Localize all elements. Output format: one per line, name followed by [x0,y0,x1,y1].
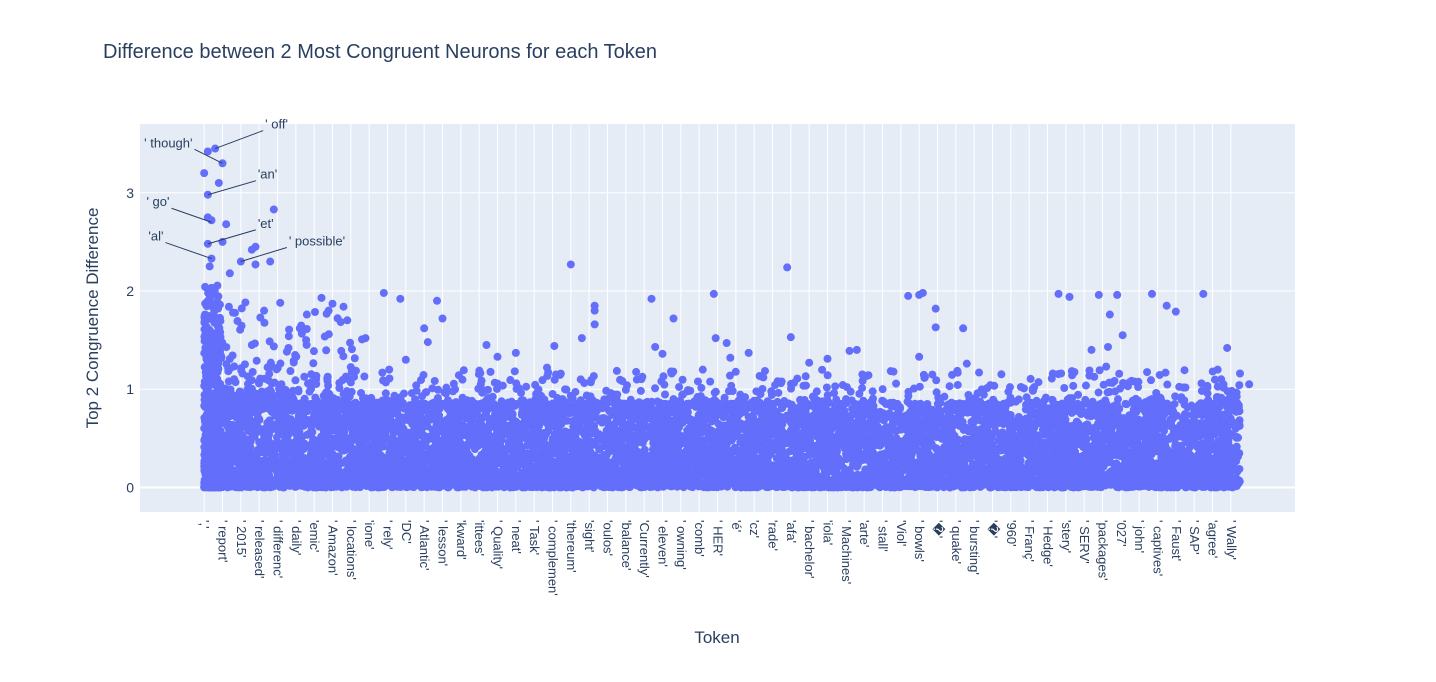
data-point [933,445,942,454]
data-points [200,144,1254,492]
chart-title: Difference between 2 Most Congruent Neur… [103,41,657,63]
